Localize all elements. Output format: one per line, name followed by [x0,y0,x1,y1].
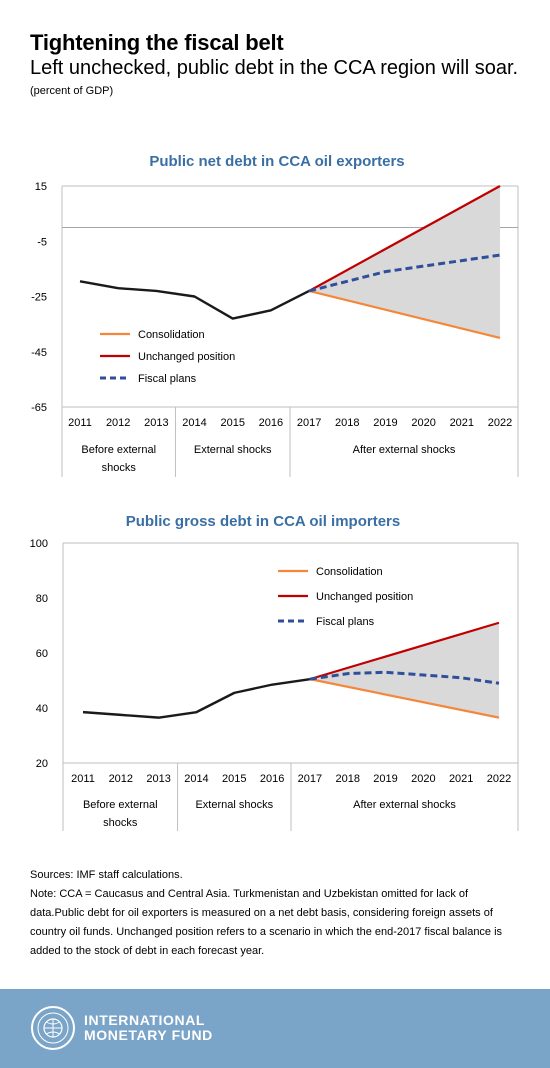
y-tick-label: -65 [31,402,47,414]
fiscal-plans-line [309,670,500,685]
notes: Sources: IMF staff calculations. Note: C… [30,866,520,961]
x-tick-label: 2021 [450,417,474,429]
x-tick-label: 2020 [411,417,435,429]
unchanged-position-line [309,621,500,681]
net-debt-chart-svg: Public net debt in CCA oil exporters 15 -5… [31,153,519,477]
legend-label: Consolidation [138,329,205,341]
legend-label: Fiscal plans [316,616,375,628]
y-tick-label: -5 [37,236,47,248]
y-tick-label: 40 [36,703,48,715]
scenario-range-band [309,186,500,338]
x-tick-label: 2021 [449,773,473,785]
x-tick-label: 2018 [335,773,359,785]
y-tick-label: 20 [36,758,48,770]
unit-label: (percent of GDP) [30,85,114,97]
x-tick-label: 2011 [68,417,92,429]
x-tick-label: 2012 [106,417,130,429]
org-name: INTERNATIONAL MONETARY FUND [84,1013,213,1043]
consolidation-line [309,678,500,719]
historical-line [82,677,311,719]
period-label: External shocks [195,799,273,811]
x-tick-label: 2020 [411,773,435,785]
y-tick-label: 60 [36,648,48,660]
x-tick-label: 2013 [144,417,168,429]
gross-debt-chart: Public gross debt in CCA oil importers 10… [0,500,550,840]
net-debt-chart: Public net debt in CCA oil exporters 15 -5… [0,140,550,485]
x-tick-label: 2022 [487,773,511,785]
page-subtitle: Left unchecked, public debt in the CCA r… [30,57,519,79]
x-tick-label: 2019 [373,773,397,785]
x-tick-label: 2022 [488,417,512,429]
x-tick-label: 2013 [146,773,170,785]
period-label: Before external shocks [83,799,158,829]
x-tick-label: 2015 [222,773,246,785]
page-title: Tightening the fiscal belt [30,30,284,55]
y-tick-label: 80 [36,593,48,605]
x-tick-label: 2019 [373,417,397,429]
scenario-range-band [309,622,499,718]
x-tick-label: 2011 [71,773,95,785]
x-tick-label: 2016 [260,773,284,785]
x-tick-label: 2018 [335,417,359,429]
org-name-line1: INTERNATIONAL [84,1012,206,1028]
x-tick-label: 2015 [220,417,244,429]
x-tick-label: 2017 [298,773,322,785]
footer: INTERNATIONAL MONETARY FUND [0,989,550,1068]
legend-label: Fiscal plans [138,373,197,385]
x-tick-label: 2014 [184,773,208,785]
period-label: After external shocks [353,799,456,811]
gross-debt-chart-svg: Public gross debt in CCA oil importers 10… [30,513,519,831]
y-tick-label: -45 [31,347,47,359]
historical-line [79,280,310,320]
period-label: External shocks [194,444,272,456]
x-tick-label: 2012 [109,773,133,785]
x-tick-label: 2016 [259,417,283,429]
legend-label: Unchanged position [138,351,235,363]
x-tick-label: 2017 [297,417,321,429]
legend-label: Consolidation [316,566,383,578]
imf-seal-icon [31,1006,75,1050]
period-label: Before external shocks [81,444,156,474]
consolidation-line [308,289,501,340]
y-tick-label: -25 [31,292,47,304]
x-tick-label: 2014 [182,417,206,429]
legend-label: Unchanged position [316,591,413,603]
chart-title: Public gross debt in CCA oil importers [126,513,400,530]
unchanged-position-line [308,185,501,292]
chart-title: Public net debt in CCA oil exporters [149,153,404,170]
period-label: After external shocks [353,444,456,456]
source-note: Sources: IMF staff calculations. [30,869,183,881]
y-tick-label: 100 [30,538,48,550]
chart-note: Note: CCA = Caucasus and Central Asia. T… [30,888,503,957]
header: Tightening the fiscal belt Left unchecke… [30,30,530,98]
org-name-line2: MONETARY FUND [84,1027,213,1043]
y-tick-label: 15 [35,181,47,193]
